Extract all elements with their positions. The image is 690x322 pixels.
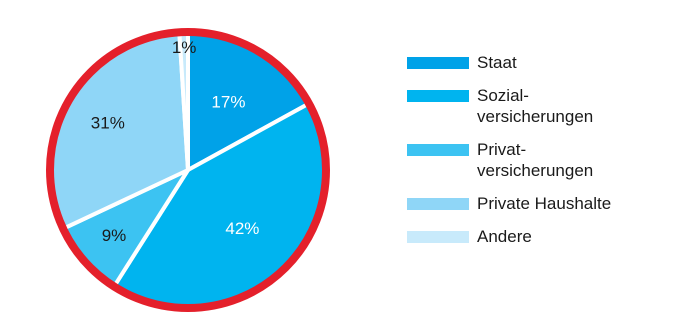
legend-swatch xyxy=(407,198,469,210)
legend-label: Private Haushalte xyxy=(477,194,612,213)
legend-label: Andere xyxy=(477,227,532,246)
legend-swatch xyxy=(407,144,469,156)
pie-value-label-5: 1% xyxy=(172,38,197,57)
legend-swatch xyxy=(407,231,469,243)
legend-label: Privat- versicherungen xyxy=(477,140,594,180)
legend-item-staat: Staat xyxy=(407,52,687,73)
legend-item-sozialversicherungen: Sozial- versicherungen xyxy=(407,85,687,127)
pie-value-label-2: 42% xyxy=(225,219,259,238)
pie-border xyxy=(46,28,330,312)
chart-legend: Staat Sozial- versicherungen Privat- ver… xyxy=(407,52,687,259)
legend-swatch xyxy=(407,90,469,102)
legend-label: Sozial- versicherungen xyxy=(477,86,594,126)
legend-label: Staat xyxy=(477,53,517,72)
legend-swatch xyxy=(407,57,469,69)
pie-value-label-4: 31% xyxy=(91,114,125,133)
legend-item-private-haushalte: Private Haushalte xyxy=(407,193,687,214)
pie-value-labels: 17% 42% 9% 31% 1% xyxy=(91,38,260,245)
legend-item-andere: Andere xyxy=(407,226,687,247)
pie-value-label-3: 9% xyxy=(102,226,127,245)
legend-item-privatversicherungen: Privat- versicherungen xyxy=(407,139,687,181)
pie-value-label-1: 17% xyxy=(211,93,245,112)
